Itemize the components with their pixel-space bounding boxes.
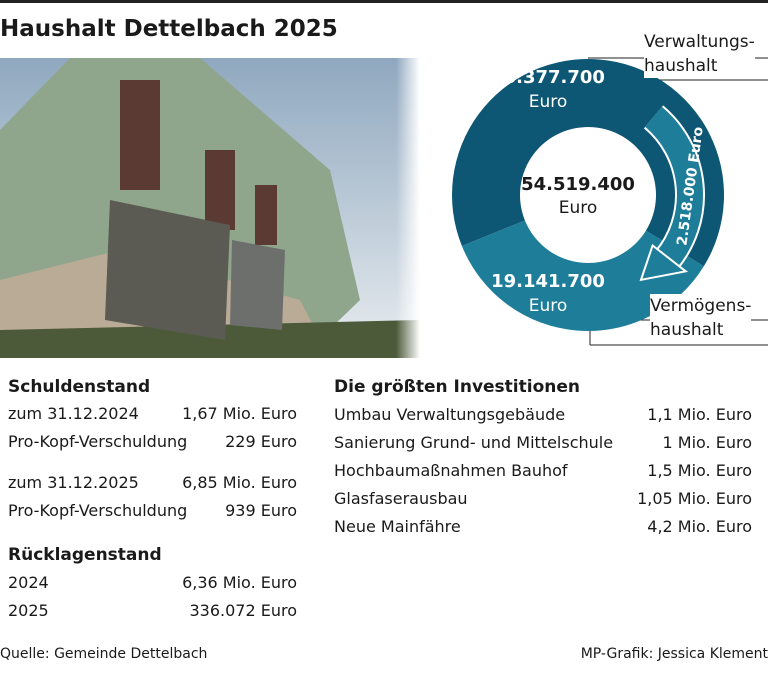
credit: MP-Grafik: Jessica Klement	[580, 646, 768, 662]
source: Quelle: Gemeinde Dettelbach	[0, 646, 208, 662]
row-value: 336.072 Euro	[189, 601, 297, 620]
top-rule	[0, 0, 768, 3]
legend-label: Verwaltungs- haushalt	[644, 30, 755, 78]
legend-label: Vermögens- haushalt	[650, 294, 752, 342]
row-label: Umbau Verwaltungsgebäude	[334, 405, 566, 424]
section-title: Schuldenstand	[8, 377, 151, 397]
center-label: 54.519.400	[521, 174, 635, 195]
title: Haushalt Dettelbach 2025	[0, 16, 338, 42]
row-value: 1,5 Mio. Euro	[647, 461, 752, 480]
section-title: Die größten Investitionen	[334, 377, 581, 397]
row-label: 2024	[8, 573, 49, 592]
value-label: 19.141.700	[491, 271, 605, 292]
transfer-arrow	[644, 106, 703, 269]
row-value: 4,2 Mio. Euro	[647, 517, 752, 536]
row-value: 6,85 Mio. Euro	[182, 473, 297, 492]
row-label: Glasfaserausbau	[334, 489, 468, 508]
row-label: Sanierung Grund- und Mittelschule	[334, 433, 614, 452]
row-value: 229 Euro	[225, 432, 297, 451]
row-value: 1,05 Mio. Euro	[637, 489, 752, 508]
transfer-arrowhead	[639, 243, 689, 282]
row-value: 6,36 Mio. Euro	[182, 573, 297, 592]
row-label: Pro-Kopf-Verschuldung	[8, 501, 188, 520]
row-label: 2025	[8, 601, 49, 620]
row-value: 1,67 Mio. Euro	[182, 404, 297, 423]
photo	[0, 58, 420, 358]
value-unit: Euro	[529, 296, 568, 316]
row-label: zum 31.12.2025	[8, 473, 139, 492]
row-label: Pro-Kopf-Verschuldung	[8, 432, 188, 451]
row-value: 1,1 Mio. Euro	[647, 405, 752, 424]
row-label: zum 31.12.2024	[8, 404, 139, 423]
row-label: Neue Mainfähre	[334, 517, 461, 536]
donut-segment	[451, 59, 725, 267]
center-unit: Euro	[559, 198, 598, 218]
row-label: Hochbaumaßnahmen Bauhof	[334, 461, 568, 480]
value-unit: Euro	[529, 92, 568, 112]
value-label: 35.377.700	[491, 67, 605, 88]
row-value: 939 Euro	[225, 501, 297, 520]
row-value: 1 Mio. Euro	[662, 433, 752, 452]
section-title: Rücklagenstand	[8, 545, 162, 565]
donut-segment	[461, 220, 704, 332]
